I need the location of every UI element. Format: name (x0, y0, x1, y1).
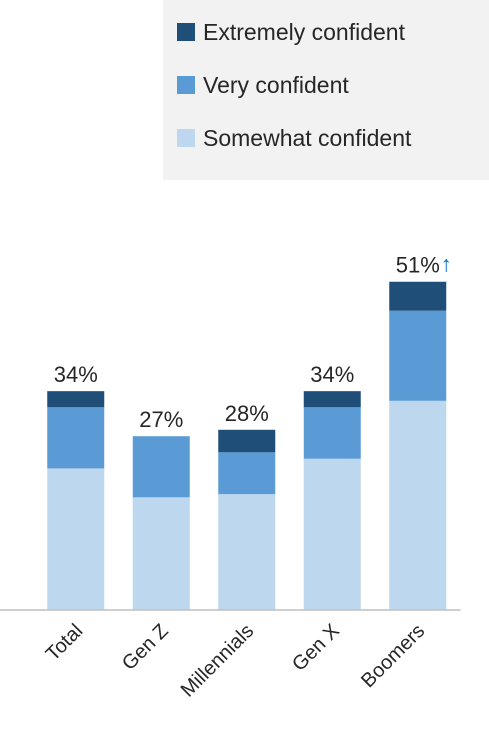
legend-label: Extremely confident (203, 19, 406, 45)
bar-segment (389, 400, 447, 610)
x-tick-label: Total (42, 620, 87, 665)
bar-segment (47, 407, 105, 469)
total-label: 28% (225, 401, 269, 426)
legend-swatch (177, 76, 195, 94)
x-tick-label: Gen X (288, 620, 344, 676)
bar-segment (218, 429, 276, 453)
total-label: 34% (310, 362, 354, 387)
legend-swatch (177, 23, 195, 41)
bar-segment (303, 458, 361, 610)
bar-segment (47, 468, 105, 610)
bar-segment (303, 391, 361, 408)
bar-segment (389, 281, 447, 311)
bar-segment (132, 497, 190, 610)
bar-segment (47, 391, 105, 408)
x-tick-label: Gen Z (118, 620, 173, 675)
total-label: 27% (139, 407, 183, 432)
x-tick-label: Millennials (177, 620, 259, 702)
bar-segment (218, 494, 276, 610)
bar-segment (218, 452, 276, 495)
legend-label: Somewhat confident (203, 125, 412, 151)
bar-segment (132, 436, 190, 498)
legend-box (163, 0, 489, 180)
annotation-arrow: ↑ (441, 252, 452, 277)
total-label: 34% (54, 362, 98, 387)
legend-label: Very confident (203, 72, 349, 98)
legend-swatch (177, 129, 195, 147)
bar-segment (389, 310, 447, 401)
bar-segment (303, 407, 361, 459)
x-tick-label: Boomers (357, 620, 429, 692)
total-label: 51% (396, 253, 440, 278)
